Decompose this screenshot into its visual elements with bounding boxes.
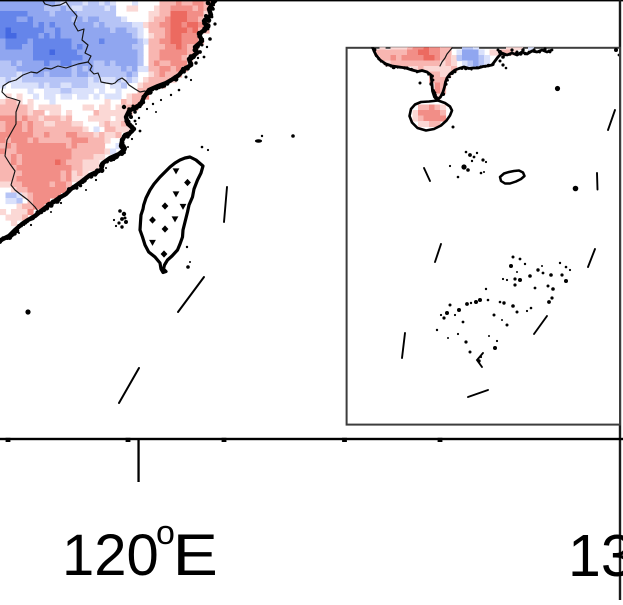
svg-text:o: o: [156, 514, 175, 552]
svg-text:E: E: [173, 524, 218, 588]
svg-text:120: 120: [62, 523, 159, 588]
svg-text:130: 130: [568, 523, 623, 589]
